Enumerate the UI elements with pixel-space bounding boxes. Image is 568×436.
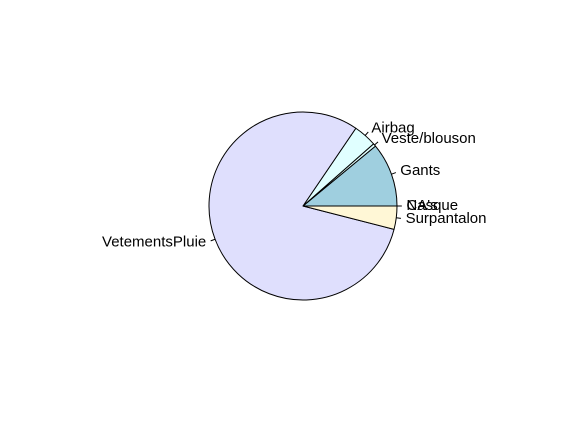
pie-label-casque: Casque bbox=[406, 197, 458, 214]
pie-label-surpantalon: Surpantalon bbox=[406, 210, 487, 227]
pie-leader-airbag bbox=[364, 131, 369, 136]
pie-label-gants: Gants bbox=[400, 162, 440, 179]
pie-leader-veste-blouson bbox=[374, 141, 379, 146]
pie-label-airbag: Airbag bbox=[371, 119, 414, 136]
pie-label-veste-blouson: Veste/blouson bbox=[382, 130, 476, 147]
pie-slice-gants bbox=[302, 145, 398, 207]
pie-label-na-s: NA's bbox=[406, 197, 437, 214]
pie-label-leaders bbox=[210, 131, 402, 242]
pie-leader-surpantalon bbox=[396, 217, 401, 219]
pie-leader-gants bbox=[391, 172, 397, 175]
pie-leader-vetementspluie bbox=[210, 238, 216, 242]
pie-slices bbox=[208, 111, 398, 301]
pie-slice-vetementspluie bbox=[208, 111, 395, 301]
pie-label-vetementspluie: VetementsPluie bbox=[102, 234, 206, 251]
